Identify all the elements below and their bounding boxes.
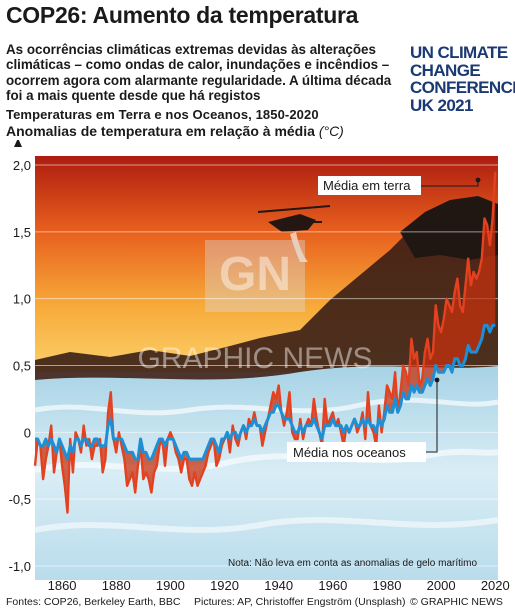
y-tick-label: 2,0 — [13, 158, 31, 173]
land-series-line — [33, 171, 497, 514]
y-tick-label: -0,5 — [9, 492, 31, 507]
x-tick-label: 1900 — [156, 578, 185, 593]
intro-text: As ocorrências climáticas extremas devid… — [6, 42, 392, 104]
y-tick-label: 0 — [24, 425, 31, 440]
x-tick-label: 1940 — [264, 578, 293, 593]
forest-silhouette — [35, 200, 498, 400]
graphic-news-watermark: GRAPHIC NEWS — [137, 342, 372, 375]
x-tick-label: 1960 — [318, 578, 347, 593]
ocean-label-text: Média nos oceanos — [293, 445, 406, 460]
chart-unit: (°C) — [318, 123, 344, 139]
y-tick-label: -1,0 — [9, 559, 31, 574]
x-tick-label: 1980 — [373, 578, 402, 593]
x-tick-label: 1920 — [210, 578, 239, 593]
y-tick-label: 1,0 — [13, 292, 31, 307]
cop26-logo: UN CLIMATE CHANGE CONFERENCE UK 2021 — [410, 43, 515, 115]
ocean-label-leader — [426, 380, 438, 453]
y-tick-label: 0,5 — [13, 359, 31, 374]
x-axis-tick-labels: 1860 1880 1900 1920 1940 1960 1980 2000 2020 — [48, 578, 510, 593]
land-label-dot — [475, 177, 481, 183]
gn-watermark-box — [205, 240, 305, 312]
logo-line-1: UN CLIMATE — [410, 43, 508, 62]
y-axis-tick-labels: -1,0 -0,5 0 0,5 1,0 1,5 2,0 — [9, 158, 31, 574]
x-tick-label: 2020 — [481, 578, 510, 593]
land-label-box — [318, 176, 421, 195]
ocean-waves — [35, 366, 498, 580]
ocean-series-line — [35, 323, 496, 461]
chart-note: Nota: Não leva em conta as anomalias de … — [228, 558, 477, 569]
chart-subtitle: Temperaturas em Terra e nos Oceanos, 185… — [6, 107, 319, 122]
y-tick-label: 1,5 — [13, 225, 31, 240]
logo-line-2: CHANGE — [410, 60, 481, 80]
land-series-label: Média em terra — [318, 176, 481, 195]
logo-line-4: UK 2021 — [410, 95, 474, 115]
land-label-text: Média em terra — [323, 178, 411, 193]
ocean-label-dot — [434, 377, 440, 383]
x-tick-label: 1860 — [48, 578, 77, 593]
wave-foam-3 — [34, 517, 499, 533]
page-title: COP26: Aumento da temperatura — [6, 2, 359, 28]
sources: Fontes: COP26, Berkeley Earth, BBC — [6, 596, 181, 608]
gn-watermark-badge: GN — [219, 248, 291, 301]
x-tick-label: 1880 — [102, 578, 131, 593]
photo-credits: Pictures: AP, Christoffer Engström (Unsp… — [194, 596, 406, 608]
x-tick-label: 2000 — [427, 578, 456, 593]
ocean-label-box — [287, 442, 426, 462]
chart-axis-description: Anomalias de temperatura em relação à mé… — [6, 123, 344, 139]
temperature-chart: GN GRAPHIC NEWS -1,0 -0,5 0 0,5 1,0 1,5 2,0 18… — [9, 140, 510, 593]
y-axis-arrow-icon — [14, 140, 22, 147]
helicopter-icon — [257, 205, 331, 262]
ocean-series-label: Média nos oceanos — [287, 377, 440, 462]
chart-axis-description-text: Anomalias de temperatura em relação à mé… — [6, 123, 315, 139]
tree-cluster — [400, 196, 498, 260]
logo-line-3: CONFERENCE — [410, 78, 515, 97]
copyright: © GRAPHIC NEWS — [410, 596, 503, 608]
